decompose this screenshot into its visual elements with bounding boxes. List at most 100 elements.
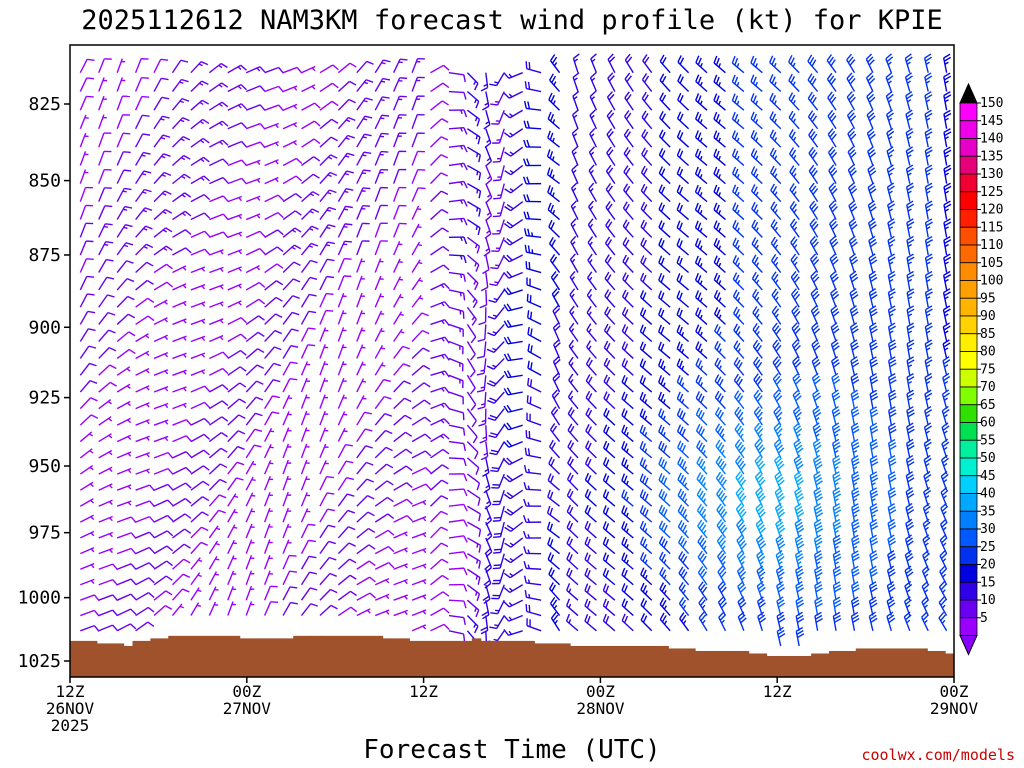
wind-barb bbox=[602, 521, 616, 539]
wind-barb bbox=[622, 201, 634, 221]
wind-barb bbox=[549, 582, 561, 601]
wind-barb bbox=[430, 370, 450, 378]
wind-barb bbox=[98, 364, 117, 376]
wind-barb bbox=[658, 341, 671, 359]
wind-barb bbox=[832, 503, 842, 523]
wind-barb bbox=[677, 504, 690, 523]
wind-barb bbox=[479, 425, 488, 444]
wind-barb bbox=[227, 539, 237, 554]
terrain-step bbox=[793, 655, 803, 677]
terrain-step bbox=[882, 648, 893, 677]
wind-barb bbox=[356, 60, 374, 74]
wind-barb bbox=[190, 230, 211, 238]
wind-barb bbox=[319, 540, 336, 555]
wind-barb bbox=[209, 318, 224, 326]
wind-barb bbox=[430, 64, 450, 74]
wind-barb bbox=[924, 253, 933, 273]
wind-barb bbox=[466, 441, 479, 460]
wind-barb bbox=[788, 129, 800, 148]
wind-barb bbox=[245, 444, 262, 459]
wind-barb bbox=[587, 218, 598, 238]
wind-barb bbox=[171, 603, 184, 616]
wind-barb bbox=[503, 72, 523, 79]
wind-barb bbox=[480, 272, 489, 292]
wind-barb bbox=[584, 472, 597, 491]
wind-barb bbox=[356, 361, 366, 376]
wind-barb bbox=[337, 205, 353, 220]
wind-barb bbox=[503, 404, 523, 413]
wind-barb bbox=[941, 405, 950, 426]
wind-barb bbox=[547, 489, 560, 507]
wind-barb bbox=[808, 164, 819, 185]
wind-barb bbox=[227, 103, 248, 111]
wind-barb bbox=[585, 440, 597, 459]
wind-barb bbox=[813, 502, 824, 523]
wind-barb bbox=[172, 154, 191, 166]
wind-barb bbox=[116, 205, 133, 220]
wind-barb bbox=[411, 483, 432, 491]
wind-barb bbox=[906, 218, 915, 238]
wind-barb bbox=[337, 606, 358, 617]
wind-barb bbox=[851, 471, 860, 491]
wind-barb bbox=[411, 329, 430, 342]
wind-barb bbox=[135, 435, 150, 443]
wind-barb bbox=[694, 202, 708, 221]
wind-barb bbox=[98, 329, 116, 342]
wind-barb bbox=[337, 526, 356, 539]
wind-barb bbox=[171, 136, 191, 148]
wind-barb bbox=[116, 608, 137, 617]
wind-barb bbox=[588, 146, 598, 166]
wind-barb bbox=[190, 417, 211, 426]
wind-barb bbox=[943, 128, 952, 148]
wind-barb bbox=[135, 315, 155, 326]
wind-barb bbox=[905, 109, 914, 129]
wind-barb bbox=[282, 523, 292, 539]
wind-barb bbox=[430, 464, 449, 475]
wind-barb bbox=[590, 53, 598, 73]
wind-barb bbox=[337, 310, 347, 325]
wind-barb bbox=[622, 254, 634, 274]
wind-barb bbox=[523, 211, 542, 221]
wind-barb bbox=[524, 244, 542, 256]
wind-barb bbox=[448, 144, 468, 153]
wind-barb bbox=[411, 150, 425, 166]
wind-barb bbox=[621, 473, 634, 491]
wind-barb bbox=[757, 611, 767, 631]
wind-barb bbox=[467, 128, 481, 145]
wind-barb bbox=[282, 192, 302, 203]
wind-barb bbox=[570, 200, 579, 220]
wind-barb bbox=[943, 182, 952, 202]
wind-barb bbox=[942, 339, 951, 359]
wind-barb bbox=[523, 194, 542, 203]
wind-barb bbox=[602, 552, 616, 570]
wind-barb bbox=[430, 526, 449, 539]
wind-barb bbox=[676, 273, 690, 291]
wind-barb bbox=[866, 109, 876, 130]
credit-text[interactable]: coolwx.com/models bbox=[861, 746, 1015, 764]
wind-barb bbox=[430, 402, 450, 410]
wind-barb bbox=[79, 310, 96, 325]
wind-barb bbox=[393, 132, 407, 148]
wind-barb bbox=[696, 488, 708, 507]
wind-barb bbox=[546, 521, 560, 539]
wind-barb bbox=[923, 438, 932, 459]
wind-barb bbox=[924, 389, 933, 409]
wind-barb bbox=[503, 303, 523, 312]
wind-barb bbox=[658, 273, 671, 291]
wind-barb bbox=[337, 134, 355, 148]
wind-barb bbox=[374, 446, 393, 459]
wind-barb bbox=[570, 235, 579, 256]
wind-barb bbox=[887, 200, 896, 220]
colorbar-segment bbox=[959, 138, 978, 157]
wind-barb bbox=[227, 213, 243, 221]
wind-barb bbox=[888, 373, 897, 393]
wind-barb bbox=[172, 528, 192, 539]
wind-barb bbox=[374, 240, 388, 256]
terrain-step bbox=[123, 645, 134, 677]
wind-barb bbox=[393, 58, 408, 74]
wind-barb bbox=[153, 171, 172, 185]
wind-barb bbox=[135, 621, 155, 632]
wind-barb bbox=[172, 402, 187, 410]
wind-barb bbox=[337, 460, 354, 475]
wind-barb bbox=[301, 84, 316, 93]
